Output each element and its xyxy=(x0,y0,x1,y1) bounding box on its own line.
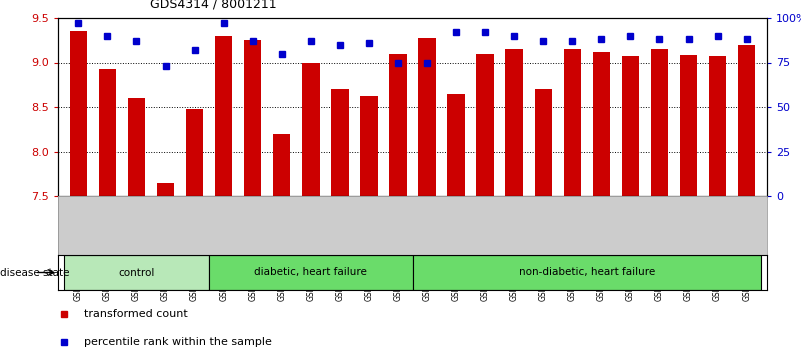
Bar xyxy=(680,55,697,354)
Bar xyxy=(273,134,291,354)
Bar xyxy=(244,40,261,354)
Text: transformed count: transformed count xyxy=(84,309,188,319)
Bar xyxy=(534,89,552,354)
Text: percentile rank within the sample: percentile rank within the sample xyxy=(84,337,272,347)
Bar xyxy=(448,94,465,354)
Text: non-diabetic, heart failure: non-diabetic, heart failure xyxy=(519,268,655,278)
Bar xyxy=(99,69,116,354)
Bar xyxy=(709,56,727,354)
Bar xyxy=(360,96,377,354)
Bar xyxy=(157,183,175,354)
Bar xyxy=(215,36,232,354)
Bar xyxy=(64,255,209,290)
Bar xyxy=(186,109,203,354)
Bar xyxy=(127,98,145,354)
Bar xyxy=(418,38,436,354)
Bar xyxy=(650,49,668,354)
Bar xyxy=(505,49,523,354)
Bar xyxy=(477,53,494,354)
Bar xyxy=(331,89,348,354)
Bar xyxy=(70,32,87,354)
Bar xyxy=(738,45,755,354)
Bar xyxy=(209,255,413,290)
Text: diabetic, heart failure: diabetic, heart failure xyxy=(255,268,367,278)
Bar xyxy=(622,56,639,354)
Bar xyxy=(593,52,610,354)
Text: disease state: disease state xyxy=(0,268,70,278)
Bar xyxy=(389,53,407,354)
Bar xyxy=(564,49,581,354)
Bar xyxy=(302,63,320,354)
Text: GDS4314 / 8001211: GDS4314 / 8001211 xyxy=(150,0,277,11)
Text: control: control xyxy=(119,268,155,278)
Bar xyxy=(413,255,761,290)
